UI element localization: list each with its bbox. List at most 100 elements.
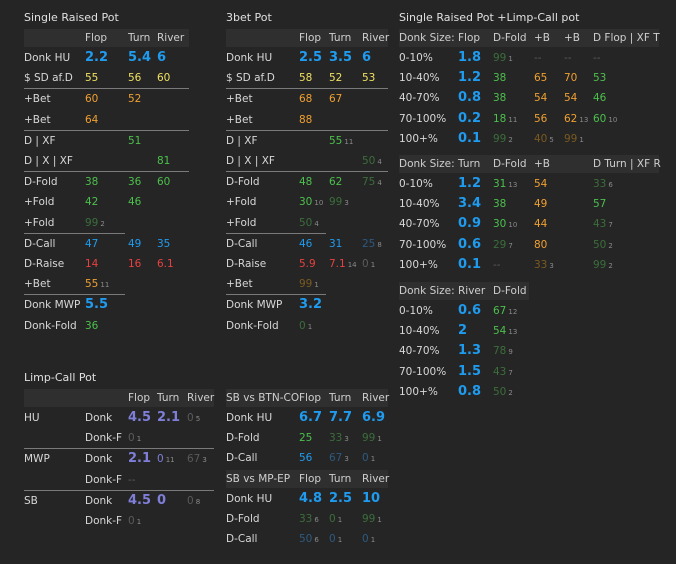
stat-value[interactable]: 47 xyxy=(85,237,99,250)
stat-value[interactable]: 50 4 xyxy=(299,216,319,229)
stat-value[interactable]: 5.9 xyxy=(299,258,316,270)
stat-value[interactable]: 16 xyxy=(128,258,142,270)
stat-value[interactable]: 64 xyxy=(85,113,99,126)
stat-value[interactable]: 58 xyxy=(299,72,313,85)
stat-value[interactable]: 57 xyxy=(593,198,607,211)
stat-value[interactable]: 10 xyxy=(362,491,381,506)
stat-value[interactable]: 50 2 xyxy=(493,385,513,398)
stat-value[interactable]: 2.1 xyxy=(128,451,152,467)
stat-value[interactable]: 33 3 xyxy=(329,432,349,445)
stat-value[interactable]: 0.1 xyxy=(458,130,482,146)
stat-value[interactable]: 3.2 xyxy=(299,297,323,313)
stat-value[interactable]: 14 xyxy=(85,258,99,270)
stat-value[interactable]: 38 xyxy=(493,198,507,211)
stat-value[interactable]: 54 xyxy=(534,178,548,190)
stat-value[interactable]: 0 xyxy=(157,492,167,508)
stat-value[interactable]: -- xyxy=(128,473,136,486)
stat-value[interactable]: 33 6 xyxy=(299,513,319,526)
stat-value[interactable]: 6.7 xyxy=(299,410,323,425)
stat-value[interactable]: 55 11 xyxy=(85,278,110,291)
stat-value[interactable]: 5.5 xyxy=(85,297,109,313)
stat-value[interactable]: 99 2 xyxy=(493,132,513,145)
stat-value[interactable]: 78 9 xyxy=(493,345,513,358)
stat-value[interactable]: 99 1 xyxy=(299,278,319,291)
stat-value[interactable]: Donk-F xyxy=(85,473,123,486)
stat-value[interactable]: 30 10 xyxy=(493,218,518,231)
stat-value[interactable]: 31 xyxy=(329,237,343,250)
stat-value[interactable]: 1.3 xyxy=(458,343,482,359)
stat-value[interactable]: 99 2 xyxy=(85,216,105,229)
stat-value[interactable]: Donk xyxy=(85,494,113,507)
stat-value[interactable]: 0.8 xyxy=(458,383,482,399)
stat-value[interactable]: 56 xyxy=(299,452,313,465)
stat-value[interactable]: Donk xyxy=(85,453,113,466)
stat-value[interactable]: 4.8 xyxy=(299,491,323,506)
stat-value[interactable]: 54 xyxy=(534,92,548,105)
stat-value[interactable]: 70 xyxy=(564,72,578,85)
stat-value[interactable]: 38 xyxy=(493,92,507,105)
stat-value[interactable]: 40 5 xyxy=(534,132,554,145)
stat-value[interactable]: 2.1 xyxy=(157,410,181,425)
stat-value[interactable]: 3.5 xyxy=(329,50,353,65)
stat-value[interactable]: 53 xyxy=(362,72,376,85)
stat-value[interactable]: 60 xyxy=(85,93,99,106)
stat-value[interactable]: 38 xyxy=(85,176,99,189)
stat-value[interactable]: 60 xyxy=(157,176,171,189)
stat-value[interactable]: Donk xyxy=(85,412,113,424)
stat-value[interactable]: 99 1 xyxy=(564,132,584,145)
stat-value[interactable]: 67 xyxy=(329,93,343,106)
stat-value[interactable]: -- xyxy=(493,258,501,271)
stat-value[interactable]: 99 2 xyxy=(593,258,613,271)
stat-value[interactable]: 60 xyxy=(157,72,171,85)
stat-value[interactable]: 80 xyxy=(534,238,548,251)
stat-value[interactable]: 56 xyxy=(128,72,142,85)
stat-value[interactable]: 52 xyxy=(128,93,142,106)
stat-value[interactable]: 44 xyxy=(534,218,548,231)
stat-value[interactable]: 62 13 xyxy=(564,112,589,125)
stat-value[interactable]: 2.5 xyxy=(299,50,323,65)
stat-value[interactable]: 0.6 xyxy=(458,303,482,318)
stat-value[interactable]: 33 6 xyxy=(593,178,613,190)
stat-value[interactable]: 30 10 xyxy=(299,196,324,209)
stat-value[interactable]: 53 xyxy=(593,72,607,85)
stat-value[interactable]: 50 2 xyxy=(593,238,613,251)
stat-value[interactable]: 99 1 xyxy=(362,513,382,526)
stat-value[interactable]: 43 7 xyxy=(493,365,513,378)
stat-value[interactable]: -- xyxy=(593,52,601,64)
stat-value[interactable]: 1.2 xyxy=(458,70,482,86)
stat-value[interactable]: 48 xyxy=(299,176,313,189)
stat-value[interactable]: 33 3 xyxy=(534,258,554,271)
stat-value[interactable]: 29 7 xyxy=(493,238,513,251)
stat-value[interactable]: -- xyxy=(564,52,572,64)
stat-value[interactable]: 38 xyxy=(493,72,507,85)
stat-value[interactable]: 2.2 xyxy=(85,50,109,65)
stat-value[interactable]: 43 7 xyxy=(593,218,613,231)
stat-value[interactable]: 1.5 xyxy=(458,363,482,379)
stat-value[interactable]: 1.8 xyxy=(458,50,482,65)
stat-value[interactable]: 0.8 xyxy=(458,90,482,106)
stat-value[interactable]: 6 xyxy=(362,50,372,65)
stat-value[interactable]: 88 xyxy=(299,113,313,126)
stat-value[interactable]: 0.1 xyxy=(458,256,482,272)
stat-value[interactable]: 31 13 xyxy=(493,178,518,190)
stat-value[interactable]: 5.4 xyxy=(128,50,152,65)
stat-value[interactable]: 50 4 xyxy=(362,155,382,167)
stat-value[interactable]: 52 xyxy=(329,72,343,85)
stat-value[interactable]: 56 xyxy=(534,112,548,125)
stat-value[interactable]: 35 xyxy=(157,237,171,250)
stat-value[interactable]: 6.1 xyxy=(157,258,174,270)
stat-value[interactable]: 54 xyxy=(564,92,578,105)
stat-value[interactable]: 2 xyxy=(458,323,468,339)
stat-value[interactable]: 7.7 xyxy=(329,410,353,425)
stat-value[interactable]: 25 8 xyxy=(362,237,382,250)
stat-value[interactable]: 0.2 xyxy=(458,110,482,126)
stat-value[interactable]: 46 xyxy=(593,92,607,105)
